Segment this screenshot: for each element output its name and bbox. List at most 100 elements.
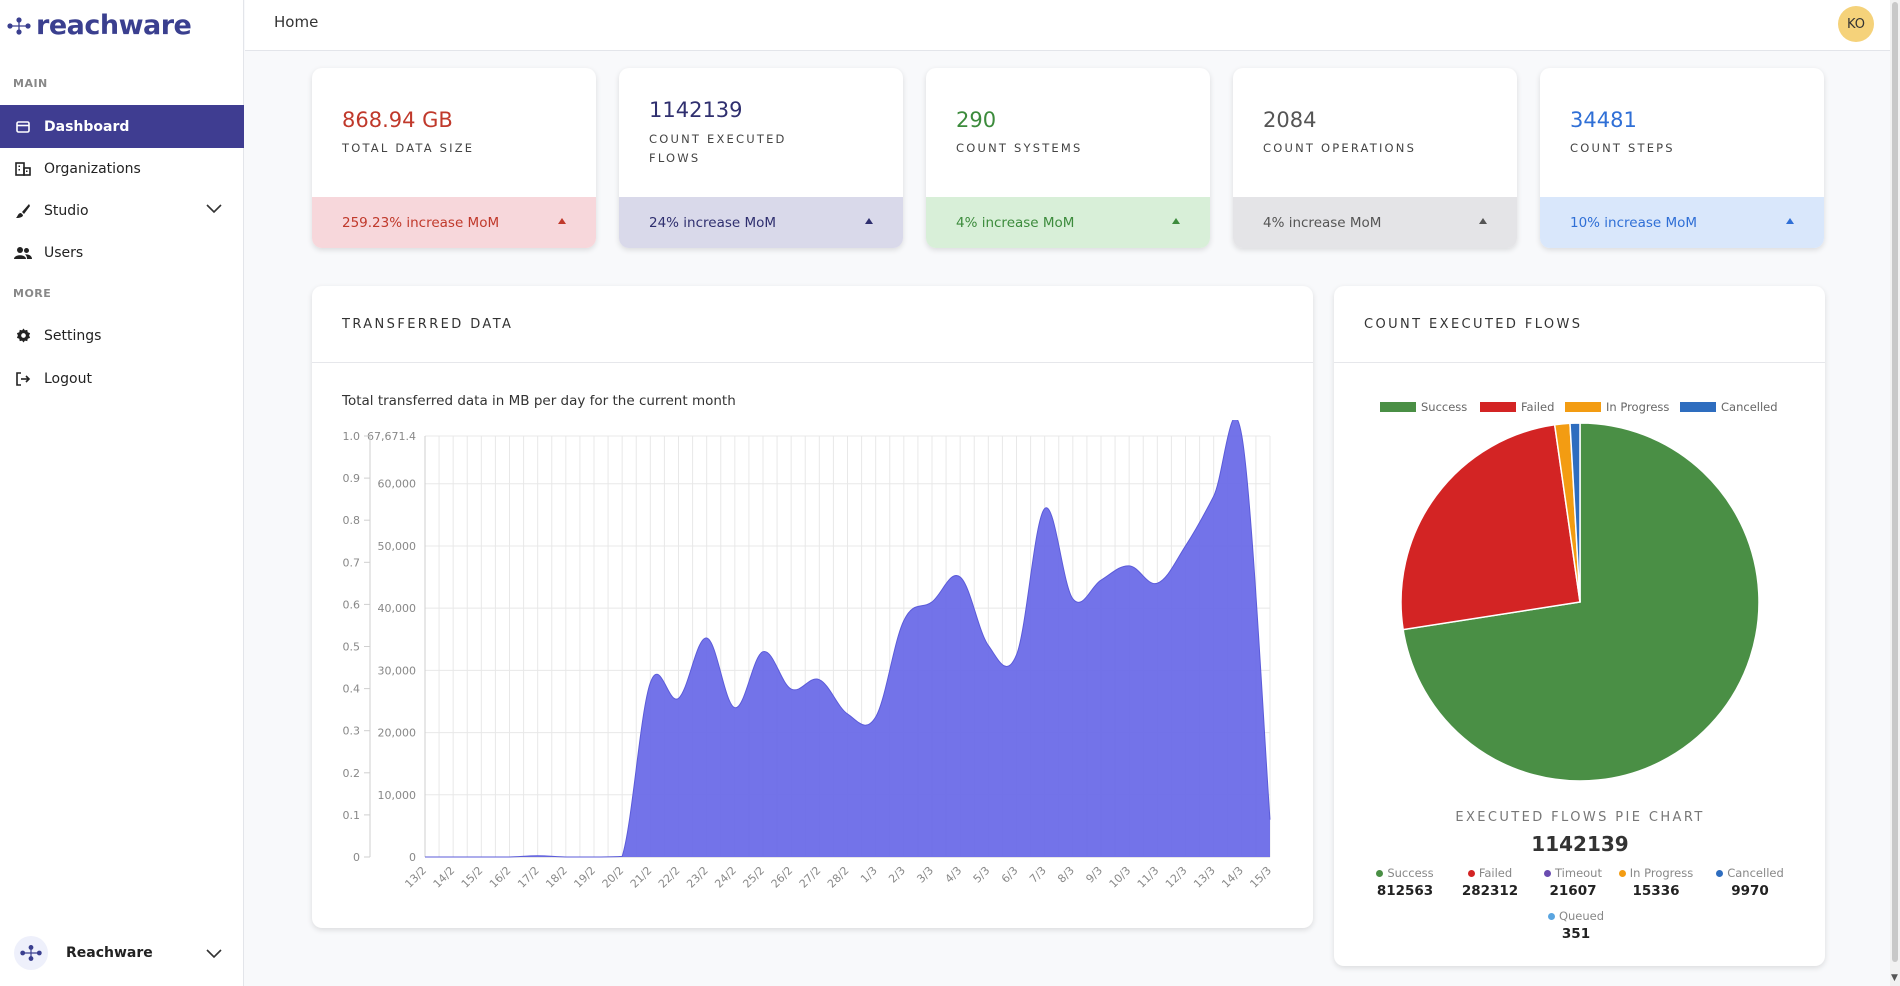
area-chart[interactable]: 0 10,000 20,000 30,000 40,000 50,000 60,000 67,… bbox=[330, 420, 1290, 900]
x-tick-label: 22/2 bbox=[656, 864, 683, 891]
section-label-main: MAIN bbox=[13, 77, 48, 90]
x-tick-label: 7/3 bbox=[1027, 864, 1049, 886]
section-label-more: MORE bbox=[13, 287, 52, 300]
breadcrumb[interactable]: Home bbox=[274, 13, 319, 31]
increase-arrow-icon bbox=[1172, 218, 1180, 224]
legend-swatch bbox=[1680, 402, 1716, 412]
flow-stat-label-row: In Progress bbox=[1611, 866, 1701, 880]
pie-chart[interactable]: Success Failed In Progress Cancelled bbox=[1340, 390, 1820, 790]
increase-arrow-icon bbox=[1479, 218, 1487, 224]
x-tick-label: 15/3 bbox=[1247, 864, 1274, 891]
sidebar-item-settings[interactable]: Settings bbox=[0, 314, 244, 357]
scrollbar[interactable]: ▼ bbox=[1890, 0, 1900, 986]
dashboard-icon bbox=[14, 118, 32, 136]
legend-label: Success bbox=[1421, 400, 1467, 414]
x-tick-label: 13/2 bbox=[402, 864, 429, 891]
sidebar-item-logout[interactable]: Logout bbox=[0, 357, 244, 400]
x-tick-label: 12/3 bbox=[1163, 864, 1190, 891]
x-tick-label: 3/3 bbox=[914, 864, 936, 886]
legend-dot bbox=[1716, 869, 1724, 877]
kpi-value: 2084 bbox=[1263, 108, 1317, 132]
flow-stat-label: Failed bbox=[1478, 866, 1513, 880]
x-tick-label: 23/2 bbox=[684, 864, 711, 891]
y2-tick-label: 0.7 bbox=[343, 556, 361, 569]
x-tick-label: 4/3 bbox=[943, 864, 965, 886]
x-tick-label: 14/3 bbox=[1219, 864, 1246, 891]
flow-stat: Failed 282312 bbox=[1445, 866, 1535, 899]
sidebar-item-label: Dashboard bbox=[44, 118, 130, 135]
x-tick-label: 16/2 bbox=[487, 864, 514, 891]
sidebar-item-users[interactable]: Users bbox=[0, 231, 244, 274]
chart-subtitle: Total transferred data in MB per day for… bbox=[342, 393, 736, 409]
kpi-change: 24% increase MoM bbox=[619, 197, 903, 248]
legend-dot bbox=[1467, 869, 1475, 877]
scrollbar-thumb[interactable] bbox=[1892, 2, 1898, 962]
sidebar: reachware MAIN Dashboard Organizations S… bbox=[0, 0, 244, 986]
chevron-down-icon[interactable] bbox=[206, 202, 222, 218]
kpi-card: 1142139 COUNT EXECUTED FLOWS 24% increase … bbox=[619, 68, 903, 248]
kpi-label: COUNT STEPS bbox=[1570, 141, 1675, 155]
kpi-value: 290 bbox=[956, 108, 997, 132]
kpi-change-text: 10% increase MoM bbox=[1570, 214, 1698, 231]
y-tick-label: 67,671.4 bbox=[367, 430, 416, 443]
y-tick-label: 60,000 bbox=[378, 478, 417, 491]
flow-stat-label: Timeout bbox=[1555, 866, 1602, 880]
flow-stat-label: Success bbox=[1387, 866, 1434, 880]
y-tick-label: 0 bbox=[409, 851, 416, 864]
kpi-value: 34481 bbox=[1570, 108, 1637, 132]
kpi-label: COUNT SYSTEMS bbox=[956, 141, 1083, 155]
flow-stat: Cancelled 9970 bbox=[1705, 866, 1795, 899]
pie-slice bbox=[1400, 423, 1581, 631]
brush-icon bbox=[14, 202, 32, 220]
flow-stat-label-row: Failed bbox=[1445, 866, 1535, 880]
kpi-card: 2084 COUNT OPERATIONS 4% increase MoM bbox=[1233, 68, 1517, 248]
flow-stat-label-row: Success bbox=[1360, 866, 1450, 880]
x-tick-label: 19/2 bbox=[571, 864, 598, 891]
kpi-value: 868.94 GB bbox=[342, 108, 453, 132]
x-tick-label: 15/2 bbox=[459, 864, 486, 891]
panel-title: TRANSFERRED DATA bbox=[342, 317, 514, 332]
flow-stat-label-row: Cancelled bbox=[1705, 866, 1795, 880]
reachware-brand-icon bbox=[14, 936, 48, 970]
flow-stat: Timeout 21607 bbox=[1528, 866, 1618, 899]
legend-dot bbox=[1376, 869, 1384, 877]
divider bbox=[312, 362, 1313, 363]
y2-tick-label: 0.6 bbox=[343, 598, 361, 611]
avatar[interactable]: KO bbox=[1838, 6, 1874, 42]
workspace-switcher[interactable]: Reachware bbox=[0, 920, 244, 986]
x-tick-label: 28/2 bbox=[825, 864, 852, 891]
sidebar-item-organizations[interactable]: Organizations bbox=[0, 147, 244, 190]
x-tick-label: 20/2 bbox=[600, 864, 627, 891]
legend-dot bbox=[1544, 869, 1551, 877]
chevron-down-icon[interactable] bbox=[206, 944, 222, 963]
flow-stat-label-row: Queued bbox=[1531, 909, 1621, 923]
x-tick-label: 1/3 bbox=[858, 864, 880, 886]
x-tick-label: 5/3 bbox=[971, 864, 993, 886]
kpi-change-text: 24% increase MoM bbox=[649, 214, 777, 231]
pie-slice bbox=[1569, 422, 1581, 603]
scroll-down-icon[interactable]: ▼ bbox=[1891, 973, 1898, 983]
pie-total: 1142139 bbox=[1531, 832, 1629, 856]
x-tick-label: 9/3 bbox=[1083, 864, 1105, 886]
logo[interactable]: reachware bbox=[6, 10, 192, 41]
kpi-value: 1142139 bbox=[649, 98, 743, 122]
kpi-change: 259.23% increase MoM bbox=[312, 197, 596, 248]
sidebar-item-dashboard[interactable]: Dashboard bbox=[0, 105, 244, 148]
pie-slice bbox=[1402, 422, 1760, 782]
y-tick-label: 20,000 bbox=[378, 727, 417, 740]
x-tick-label: 8/3 bbox=[1055, 864, 1077, 886]
sidebar-item-studio[interactable]: Studio bbox=[0, 189, 244, 232]
x-tick-label: 13/3 bbox=[1191, 864, 1218, 891]
y2-tick-label: 0.9 bbox=[343, 472, 361, 485]
organization-icon bbox=[14, 160, 32, 178]
flow-stat-value: 351 bbox=[1561, 926, 1591, 942]
topbar: Home KO bbox=[245, 0, 1900, 51]
kpi-change-text: 4% increase MoM bbox=[956, 214, 1075, 231]
y-tick-label: 10,000 bbox=[378, 789, 417, 802]
legend-dot bbox=[1547, 912, 1555, 920]
increase-arrow-icon bbox=[558, 218, 566, 224]
logo-text: reachware bbox=[36, 10, 192, 41]
kpi-card: 34481 COUNT STEPS 10% increase MoM bbox=[1540, 68, 1824, 248]
kpi-card: 868.94 GB TOTAL DATA SIZE 259.23% increase… bbox=[312, 68, 596, 248]
x-tick-label: 21/2 bbox=[628, 864, 655, 891]
